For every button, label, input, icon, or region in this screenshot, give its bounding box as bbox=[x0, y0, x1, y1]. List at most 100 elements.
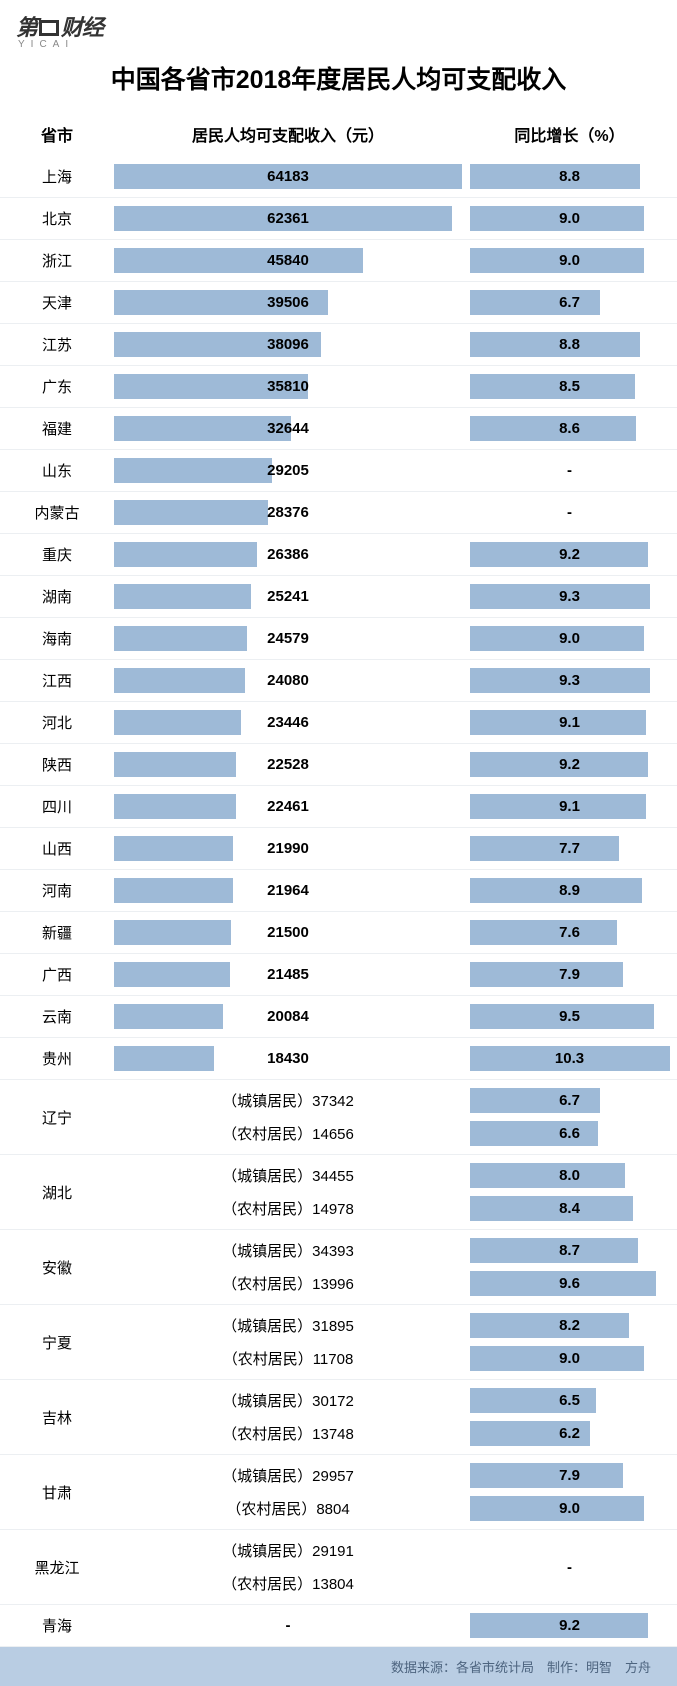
growth-cell: 9.3 bbox=[462, 576, 677, 617]
income-bar: 45840 bbox=[114, 246, 462, 275]
growth-value: 6.2 bbox=[470, 1419, 670, 1448]
growth-cell: 7.99.0 bbox=[462, 1455, 677, 1529]
table-row: 四川224619.1 bbox=[0, 786, 677, 828]
growth-value: 6.7 bbox=[470, 1086, 670, 1115]
brand-post: 财经 bbox=[61, 15, 103, 40]
growth-value: 9.1 bbox=[470, 708, 670, 737]
income-bar: 64183 bbox=[114, 162, 462, 191]
income-cell: （城镇居民）31895（农村居民）11708 bbox=[114, 1305, 462, 1379]
table-row: 浙江458409.0 bbox=[0, 240, 677, 282]
growth-cell: 8.79.6 bbox=[462, 1230, 677, 1304]
growth-bar: - bbox=[470, 456, 670, 485]
income-split-label: （城镇居民）37342 bbox=[114, 1086, 462, 1115]
income-value: 64183 bbox=[114, 162, 462, 191]
income-cell: 21990 bbox=[114, 828, 462, 869]
income-bar: 32644 bbox=[114, 414, 462, 443]
province-name: 青海 bbox=[0, 1605, 114, 1646]
growth-bar: 10.3 bbox=[470, 1044, 670, 1073]
growth-cell: 9.0 bbox=[462, 618, 677, 659]
income-bar: 26386 bbox=[114, 540, 462, 569]
province-name: 江苏 bbox=[0, 324, 114, 365]
province-name: 北京 bbox=[0, 198, 114, 239]
growth-cell: 9.1 bbox=[462, 702, 677, 743]
growth-bar: 8.2 bbox=[470, 1311, 670, 1340]
growth-value: 6.6 bbox=[470, 1119, 670, 1148]
income-value: 22461 bbox=[114, 792, 462, 821]
growth-bar: 7.9 bbox=[470, 960, 670, 989]
income-bar: 21500 bbox=[114, 918, 462, 947]
growth-value: 9.6 bbox=[470, 1269, 670, 1298]
table-row: 湖北（城镇居民）34455（农村居民）149788.08.4 bbox=[0, 1155, 677, 1230]
table-row: 黑龙江（城镇居民）29191（农村居民）13804- bbox=[0, 1530, 677, 1605]
income-value: 35810 bbox=[114, 372, 462, 401]
income-bar: - bbox=[114, 1611, 462, 1640]
income-cell: 25241 bbox=[114, 576, 462, 617]
province-name: 宁夏 bbox=[0, 1305, 114, 1379]
province-name: 云南 bbox=[0, 996, 114, 1037]
income-cell: 35810 bbox=[114, 366, 462, 407]
table-row: 甘肃（城镇居民）29957（农村居民）88047.99.0 bbox=[0, 1455, 677, 1530]
growth-cell: 7.7 bbox=[462, 828, 677, 869]
income-split-label: （城镇居民）31895 bbox=[114, 1311, 462, 1340]
growth-bar: 9.0 bbox=[470, 204, 670, 233]
province-name: 天津 bbox=[0, 282, 114, 323]
brand-box-icon bbox=[39, 20, 59, 36]
income-cell: 21485 bbox=[114, 954, 462, 995]
growth-bar: 6.5 bbox=[470, 1386, 670, 1415]
income-bar: 39506 bbox=[114, 288, 462, 317]
income-cell: 45840 bbox=[114, 240, 462, 281]
table-row: 上海641838.8 bbox=[0, 156, 677, 198]
income-cell: （城镇居民）30172（农村居民）13748 bbox=[114, 1380, 462, 1454]
growth-value: 7.9 bbox=[470, 1461, 670, 1490]
income-value: 29205 bbox=[114, 456, 462, 485]
growth-value: - bbox=[470, 456, 670, 485]
growth-value: 9.0 bbox=[470, 1344, 670, 1373]
income-cell: 32644 bbox=[114, 408, 462, 449]
table-row: 陕西225289.2 bbox=[0, 744, 677, 786]
income-split-label: （农村居民）14978 bbox=[114, 1194, 462, 1223]
income-split-label: （农村居民）13748 bbox=[114, 1419, 462, 1448]
growth-bar: - bbox=[470, 1553, 670, 1582]
column-headers: 省市 居民人均可支配收入（元） 同比增长（%） bbox=[0, 114, 677, 156]
growth-cell: 9.5 bbox=[462, 996, 677, 1037]
province-name: 贵州 bbox=[0, 1038, 114, 1079]
growth-bar: 9.0 bbox=[470, 1494, 670, 1523]
income-cell: 22528 bbox=[114, 744, 462, 785]
income-value: 24080 bbox=[114, 666, 462, 695]
growth-bar: 9.3 bbox=[470, 666, 670, 695]
income-split-label: （农村居民）13996 bbox=[114, 1269, 462, 1298]
page: 第财经 YICAI 中国各省市2018年度居民人均可支配收入 省市 居民人均可支… bbox=[0, 0, 677, 1686]
growth-bar: 7.9 bbox=[470, 1461, 670, 1490]
growth-bar: 8.8 bbox=[470, 162, 670, 191]
province-name: 广东 bbox=[0, 366, 114, 407]
growth-cell: 7.9 bbox=[462, 954, 677, 995]
growth-cell: 9.2 bbox=[462, 534, 677, 575]
province-name: 河北 bbox=[0, 702, 114, 743]
income-value: - bbox=[114, 1611, 462, 1640]
growth-cell: 8.8 bbox=[462, 156, 677, 197]
table-row: 河南219648.9 bbox=[0, 870, 677, 912]
growth-bar: 9.6 bbox=[470, 1269, 670, 1298]
table-row: 湖南252419.3 bbox=[0, 576, 677, 618]
growth-bar: 9.1 bbox=[470, 792, 670, 821]
income-value: 21500 bbox=[114, 918, 462, 947]
growth-value: 9.0 bbox=[470, 246, 670, 275]
growth-cell: 8.29.0 bbox=[462, 1305, 677, 1379]
income-cell: 26386 bbox=[114, 534, 462, 575]
table-row: 贵州1843010.3 bbox=[0, 1038, 677, 1080]
income-cell: 20084 bbox=[114, 996, 462, 1037]
income-bar: 28376 bbox=[114, 498, 462, 527]
province-name: 辽宁 bbox=[0, 1080, 114, 1154]
growth-cell: 8.5 bbox=[462, 366, 677, 407]
income-cell: 21964 bbox=[114, 870, 462, 911]
growth-value: 9.2 bbox=[470, 750, 670, 779]
income-value: 26386 bbox=[114, 540, 462, 569]
income-cell: 24080 bbox=[114, 660, 462, 701]
growth-cell: - bbox=[462, 1530, 677, 1604]
income-bar: 21964 bbox=[114, 876, 462, 905]
growth-bar: 9.0 bbox=[470, 1344, 670, 1373]
income-bar: 22528 bbox=[114, 750, 462, 779]
income-cell: 29205 bbox=[114, 450, 462, 491]
growth-cell: 7.6 bbox=[462, 912, 677, 953]
growth-value: 8.5 bbox=[470, 372, 670, 401]
